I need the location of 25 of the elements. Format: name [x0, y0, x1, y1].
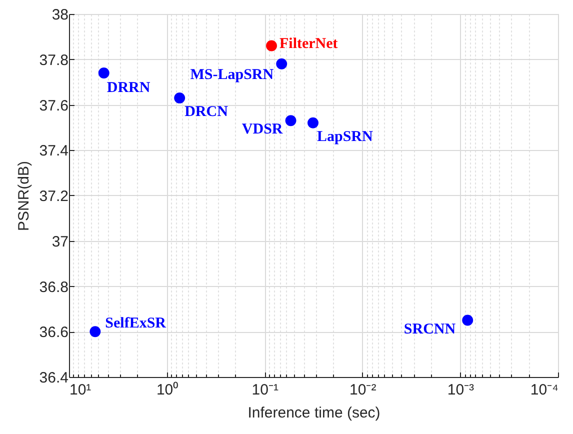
y-tick-label: 36.6	[39, 324, 68, 342]
x-tick-label: 10⁻¹	[252, 382, 278, 398]
x-tick-label: 10⁻³	[447, 382, 474, 398]
y-tick-label: 36.4	[39, 370, 68, 386]
y-tick-label: 37.2	[39, 188, 68, 205]
x-tick-label: 10⁻²	[350, 382, 376, 398]
series-label: SelfExSR	[105, 316, 166, 332]
series-label: VDSR	[242, 122, 283, 138]
series-label: MS-LapSRN	[190, 66, 274, 83]
y-tick-label: 37.6	[39, 97, 68, 114]
series-label: FilterNet	[280, 36, 338, 52]
x-tick-label: 10⁻⁴	[530, 382, 558, 398]
series-label: SRCNN	[404, 321, 456, 338]
x-axis-title: Inference time (sec)	[248, 404, 380, 422]
x-tick-label: 10¹	[70, 382, 92, 398]
y-tick-label: 37.8	[39, 52, 68, 69]
series-label: DRRN	[106, 80, 150, 96]
y-tick-label: 37.4	[39, 142, 68, 160]
series-label: LapSRN	[316, 128, 374, 145]
y-axis-title: PSNR(dB)	[15, 160, 32, 232]
y-tick-label: 38	[52, 6, 68, 24]
y-tick-label: 36.8	[39, 278, 68, 296]
y-tick-label: 37	[52, 233, 68, 250]
series-label: DRCN	[184, 104, 228, 120]
x-tick-label: 10⁰	[156, 382, 178, 398]
